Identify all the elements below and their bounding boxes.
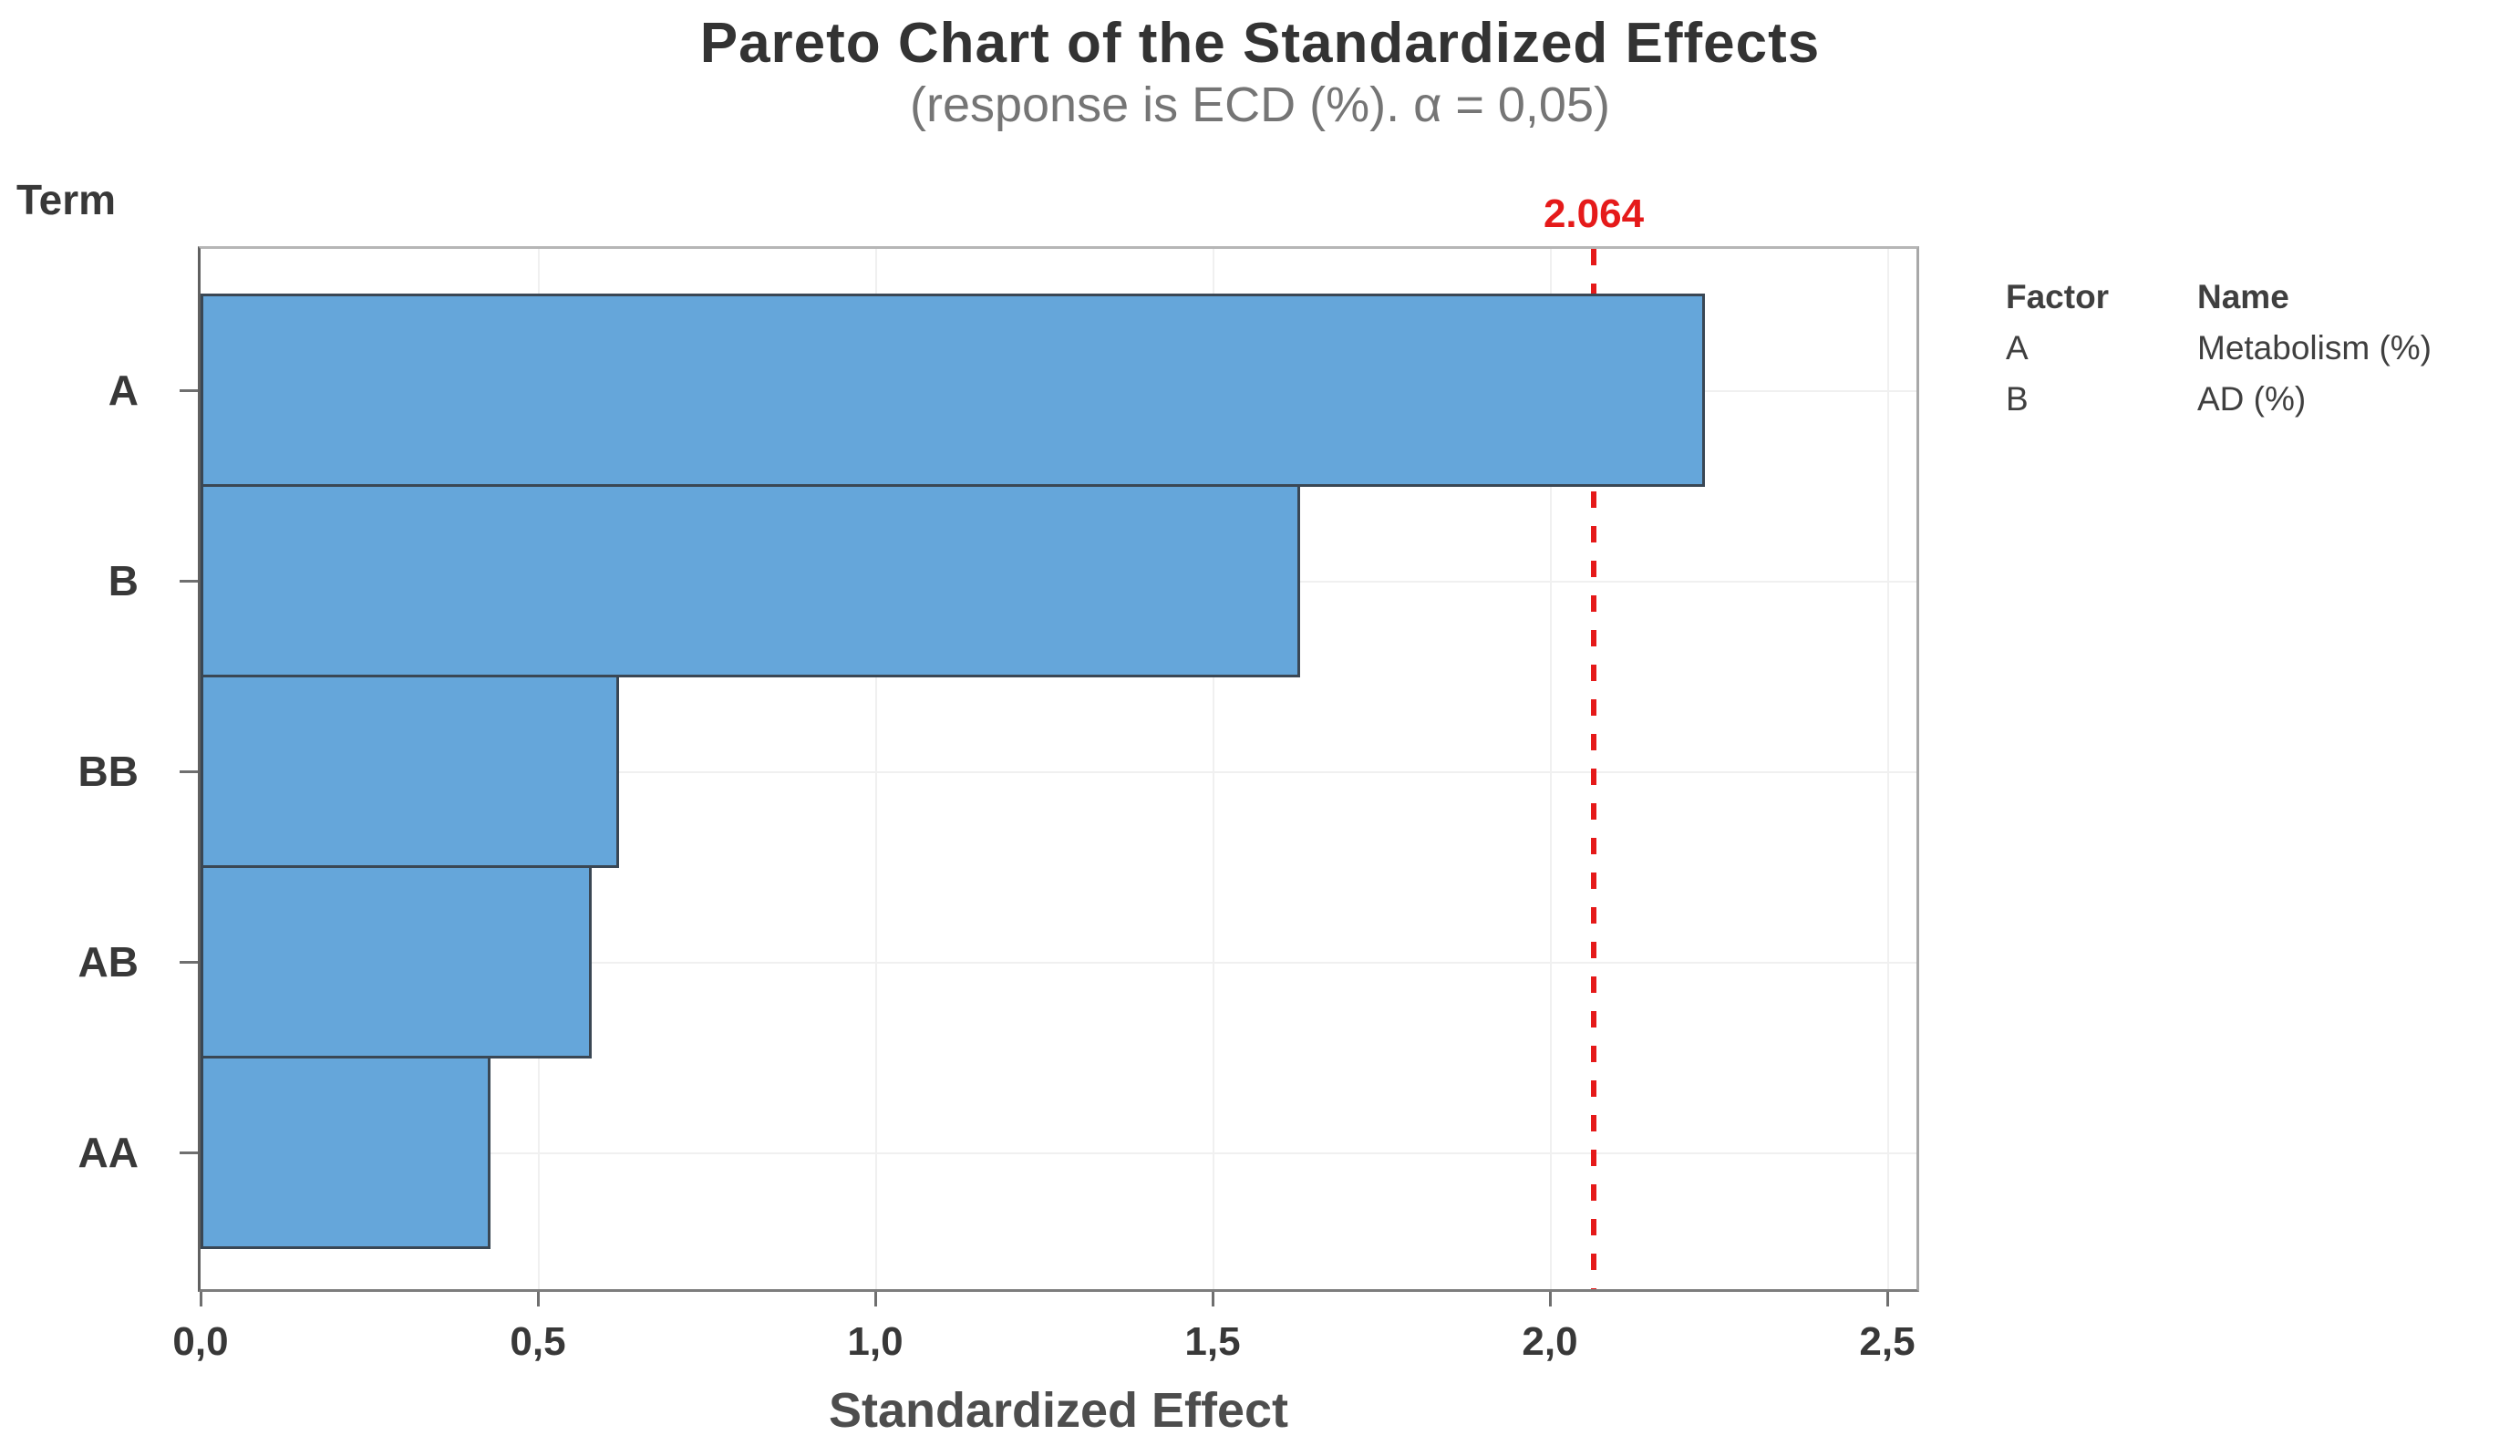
y-category-label: AA — [77, 1129, 139, 1176]
legend-header-name: Name — [2197, 278, 2289, 315]
chart-title: Pareto Chart of the Standardized Effects — [699, 12, 1821, 75]
bar-AA — [201, 1056, 491, 1249]
y-category-label: AB — [77, 938, 139, 986]
y-category-label: B — [108, 557, 139, 604]
y-tick — [180, 389, 198, 392]
gridline-vertical — [1213, 249, 1215, 1289]
reference-line — [1590, 249, 1596, 1289]
x-tick-label: 0,0 — [172, 1319, 229, 1364]
legend-factor: B — [2006, 380, 2029, 418]
y-category-label: A — [108, 367, 139, 414]
gridline-vertical — [1887, 249, 1890, 1289]
gridline-horizontal — [201, 962, 1916, 964]
x-tick — [1212, 1292, 1214, 1306]
gridline-vertical — [1550, 249, 1553, 1289]
y-tick — [180, 961, 198, 964]
gridline-horizontal — [201, 1152, 1916, 1154]
x-tick-label: 0,5 — [510, 1319, 566, 1364]
x-tick-label: 1,5 — [1184, 1319, 1241, 1364]
y-axis-title: Term — [16, 176, 117, 223]
x-tick-label: 2,5 — [1859, 1319, 1916, 1364]
gridline-vertical — [875, 249, 878, 1289]
x-tick-label: 2,0 — [1522, 1319, 1578, 1364]
bar-A — [201, 294, 1706, 487]
bar-AB — [201, 865, 593, 1058]
y-tick — [180, 1151, 198, 1154]
x-tick — [1549, 1292, 1552, 1306]
gridline-horizontal — [201, 771, 1916, 773]
x-tick — [537, 1292, 540, 1306]
legend-name: Metabolism (%) — [2197, 329, 2432, 367]
reference-line-label: 2.064 — [1543, 191, 1645, 236]
y-tick — [180, 770, 198, 773]
legend-name: AD (%) — [2197, 380, 2307, 418]
y-tick — [180, 580, 198, 583]
legend-factor: A — [2006, 329, 2029, 367]
plot-area — [198, 246, 1919, 1292]
x-axis-title: Standardized Effect — [828, 1383, 1289, 1438]
bar-BB — [201, 675, 619, 868]
y-category-label: BB — [77, 748, 139, 795]
chart-subtitle: (response is ECD (%). α = 0,05) — [910, 77, 1610, 132]
x-tick — [200, 1292, 202, 1306]
legend-header-factor: Factor — [2006, 278, 2110, 315]
bar-B — [201, 484, 1301, 677]
factor-legend: Factor Name A Metabolism (%) B AD (%) — [2006, 272, 2432, 425]
x-tick-label: 1,0 — [847, 1319, 904, 1364]
x-tick — [874, 1292, 877, 1306]
x-tick — [1886, 1292, 1889, 1306]
